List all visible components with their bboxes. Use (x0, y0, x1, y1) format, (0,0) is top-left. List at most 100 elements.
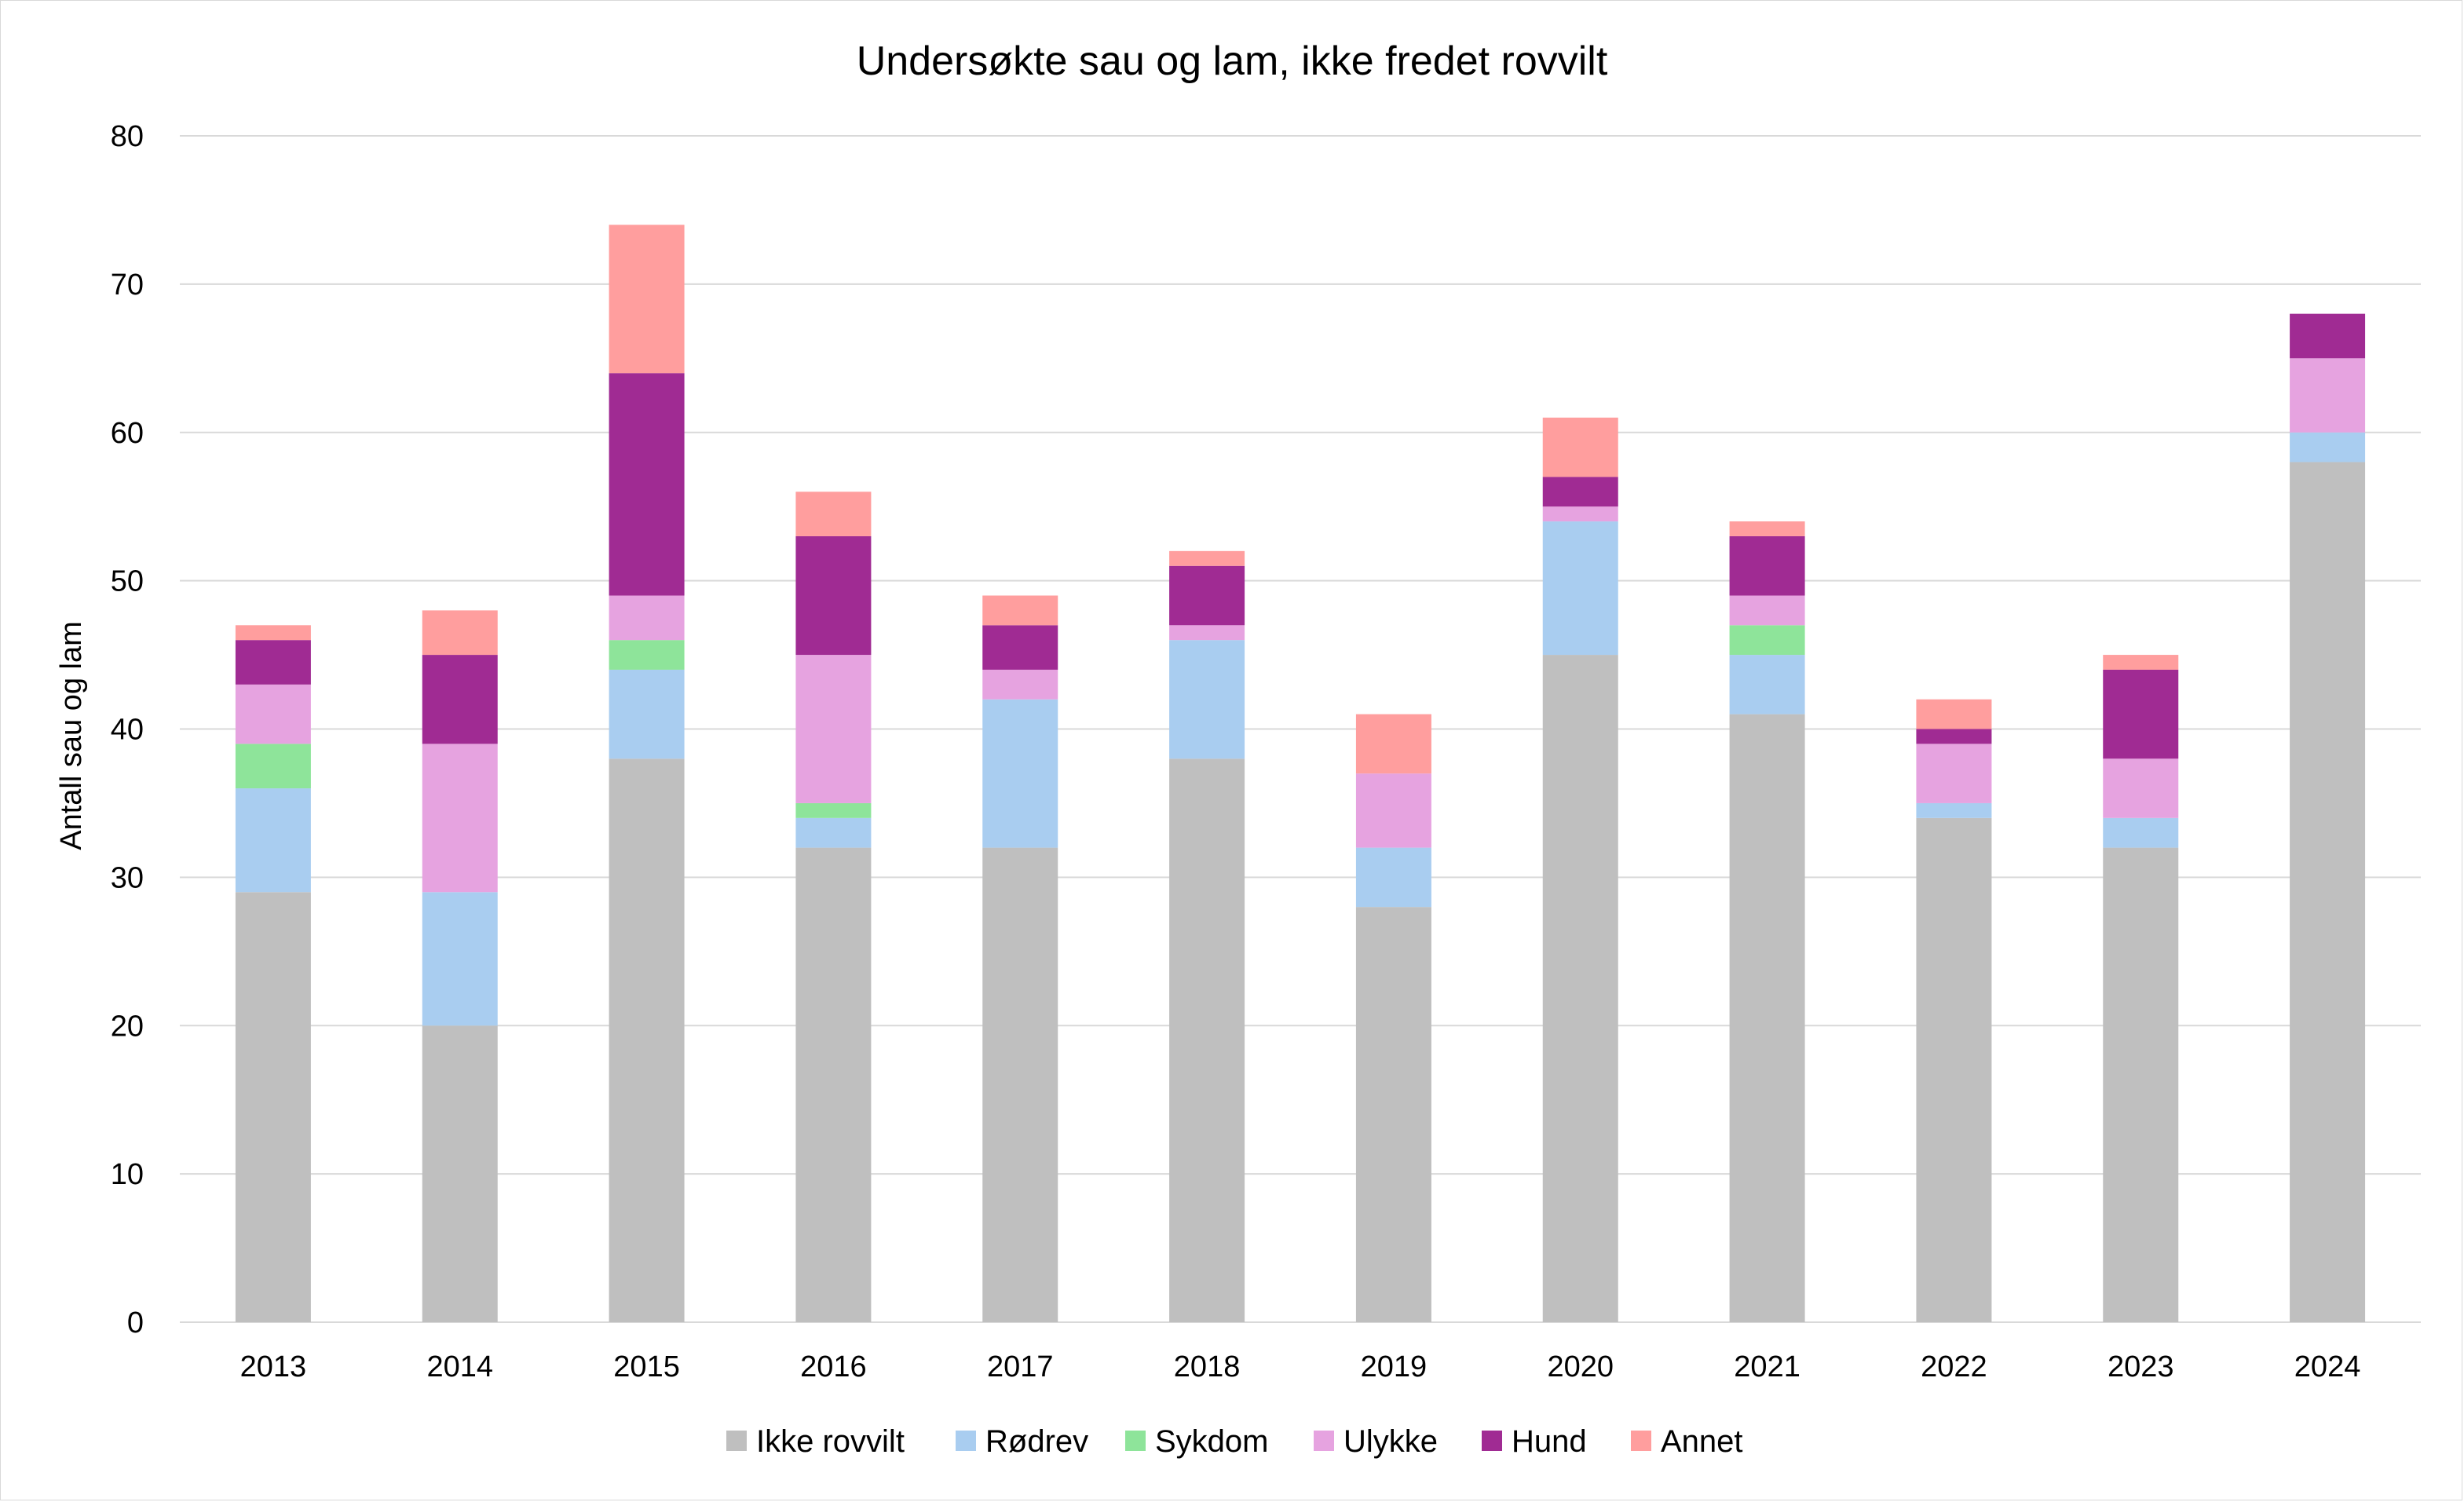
bar-segment (2103, 669, 2179, 759)
bar-segment (1916, 699, 1992, 729)
bar-segment (1355, 773, 1431, 848)
bar-segment (235, 892, 311, 1322)
chart-title: Undersøkte sau og lam, ikke fredet rovvi… (857, 38, 1608, 84)
legend-swatch (1482, 1431, 1502, 1451)
y-tick-label: 50 (111, 565, 144, 598)
legend: Ikke rovvilt Rødrev Sykdom Ulykke Hund Annet (726, 1424, 1743, 1459)
legend-swatch (1631, 1431, 1651, 1451)
x-tick-label: 2022 (1921, 1350, 1987, 1383)
bar-segment (1729, 535, 1805, 596)
y-tick-label: 10 (111, 1158, 144, 1191)
bar-segment (422, 1025, 498, 1322)
legend-label: Ikke rovvilt (756, 1424, 905, 1459)
bar-segment (982, 625, 1058, 670)
bar-segment (609, 373, 685, 596)
y-tick-label: 80 (111, 120, 144, 153)
bar-segment (2103, 847, 2179, 1322)
bar-segment (1169, 625, 1245, 641)
y-tick-label: 20 (111, 1010, 144, 1043)
bar-segment (2290, 358, 2366, 433)
y-tick-label: 60 (111, 417, 144, 450)
bar-segment (1355, 714, 1431, 774)
bar-segment (795, 655, 872, 803)
bar-segment (982, 699, 1058, 848)
bar-segment (609, 225, 685, 374)
bar-segment (795, 492, 872, 536)
bar-segment (609, 669, 685, 759)
legend-swatch (1125, 1431, 1146, 1451)
bar-segment (2290, 462, 2366, 1322)
bar-segment (1729, 625, 1805, 656)
bar-segment (1355, 907, 1431, 1322)
gridlines (180, 135, 2421, 1323)
bar-segment (1542, 417, 1618, 477)
bars (235, 225, 2366, 1322)
bar-segment (609, 758, 685, 1322)
bar-segment (1542, 477, 1618, 507)
bar-segment (1729, 655, 1805, 714)
bar-segment (1169, 640, 1245, 759)
x-axis-ticks: 2013 2014 2015 2016 2017 2018 2019 2020 2021 2022… (240, 1350, 2361, 1383)
bar-segment (2290, 432, 2366, 462)
y-axis-title: Antall sau og lam (55, 621, 88, 850)
bar-segment (235, 640, 311, 685)
bar-segment (1729, 521, 1805, 536)
legend-swatch (1314, 1431, 1334, 1451)
x-tick-label: 2017 (987, 1350, 1054, 1383)
x-tick-label: 2019 (1361, 1350, 1428, 1383)
bar-segment (422, 655, 498, 744)
bar-segment (1729, 714, 1805, 1322)
y-tick-label: 40 (111, 714, 144, 747)
bar-segment (1169, 758, 1245, 1322)
legend-swatch (726, 1431, 747, 1451)
bar-segment (2103, 758, 2179, 818)
bar-segment (1542, 521, 1618, 656)
bar-segment (795, 535, 872, 656)
bar-segment (1916, 729, 1992, 744)
legend-label: Sykdom (1155, 1424, 1269, 1459)
bar-segment (1729, 595, 1805, 626)
x-tick-label: 2015 (613, 1350, 680, 1383)
x-tick-label: 2013 (240, 1350, 307, 1383)
bar-segment (982, 669, 1058, 700)
bar-segment (2103, 817, 2179, 848)
legend-label: Hund (1512, 1424, 1587, 1459)
x-tick-label: 2016 (800, 1350, 867, 1383)
bar-segment (1916, 744, 1992, 803)
bar-segment (1169, 550, 1245, 566)
y-tick-label: 30 (111, 861, 144, 894)
bar-segment (795, 802, 872, 818)
bar-segment (1355, 847, 1431, 908)
bar-segment (609, 595, 685, 641)
x-tick-label: 2020 (1547, 1350, 1614, 1383)
bar-segment (2103, 655, 2179, 670)
bar-segment (982, 595, 1058, 626)
legend-label: Annet (1661, 1424, 1743, 1459)
y-tick-label: 70 (111, 269, 144, 301)
legend-swatch (956, 1431, 976, 1451)
bar-segment (795, 817, 872, 848)
x-tick-label: 2023 (2108, 1350, 2174, 1383)
y-axis-ticks: 0 10 20 30 40 50 60 70 80 (111, 120, 144, 1339)
bar-segment (1169, 565, 1245, 626)
bar-segment (235, 744, 311, 789)
x-tick-label: 2014 (426, 1350, 493, 1383)
bar-segment (235, 684, 311, 744)
y-tick-label: 0 (127, 1306, 144, 1339)
x-tick-label: 2018 (1174, 1350, 1241, 1383)
bar-segment (795, 847, 872, 1322)
bar-segment (1542, 506, 1618, 522)
bar-segment (2290, 313, 2366, 359)
bar-segment (422, 610, 498, 656)
bar-segment (1542, 655, 1618, 1322)
x-tick-label: 2021 (1734, 1350, 1800, 1383)
bar-segment (982, 847, 1058, 1322)
bar-segment (1916, 802, 1992, 818)
bar-segment (235, 625, 311, 641)
bar-segment (609, 640, 685, 670)
bar-segment (422, 892, 498, 1026)
bar-segment (1916, 817, 1992, 1322)
x-tick-label: 2024 (2294, 1350, 2361, 1383)
